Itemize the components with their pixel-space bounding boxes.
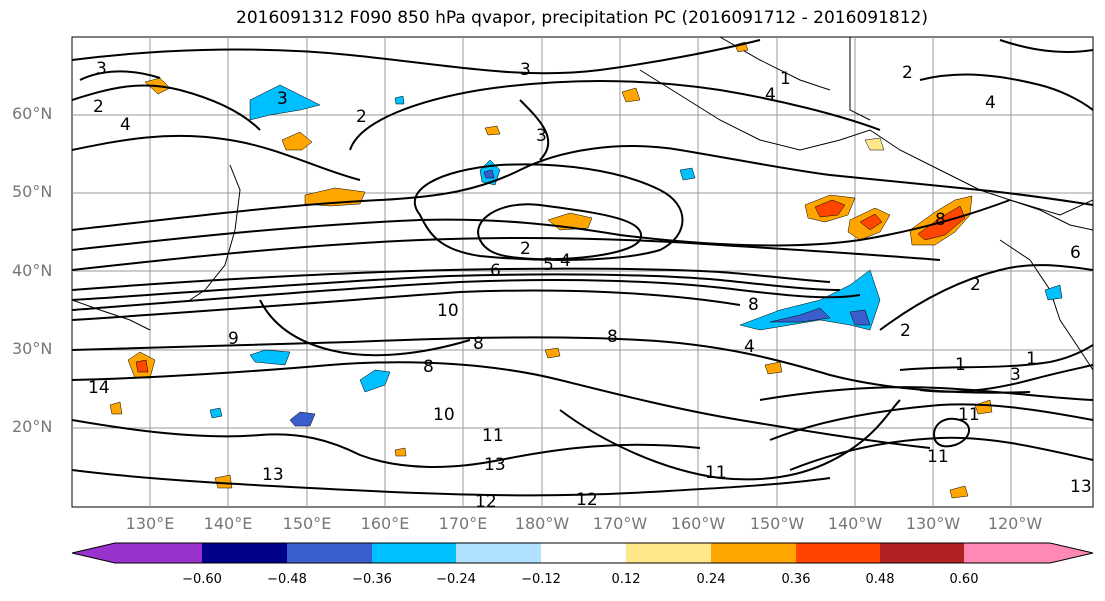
colorbar-segment bbox=[541, 543, 626, 563]
contour-label: 10 bbox=[433, 405, 455, 425]
colorbar-segment bbox=[880, 543, 964, 563]
contour-label: 14 bbox=[88, 378, 110, 398]
contour-label: 12 bbox=[475, 492, 497, 512]
contour-label: 11 bbox=[482, 426, 504, 446]
contour-labels: 3 2 4 3 2 3 3 1 4 2 4 2 6 5 4 10 8 8 8 9… bbox=[88, 59, 1092, 512]
contour-label: 8 bbox=[423, 357, 434, 377]
negative-anomaly-areas bbox=[209, 84, 1063, 427]
contour-label: 4 bbox=[765, 85, 776, 105]
colorbar-segment bbox=[796, 543, 880, 563]
colorbar-tick-label: −0.24 bbox=[436, 572, 476, 587]
contour-label: 6 bbox=[1070, 243, 1081, 263]
colorbar-segment bbox=[202, 543, 287, 563]
lon-label: 130°E bbox=[125, 514, 175, 533]
contour-label: 3 bbox=[536, 126, 547, 146]
colorbar-segment bbox=[372, 543, 456, 563]
positive-anomaly-areas bbox=[109, 41, 993, 499]
colorbar-max-extend bbox=[964, 543, 1093, 563]
colorbar-tick-label: −0.36 bbox=[352, 572, 392, 587]
colorbar-segment bbox=[626, 543, 711, 563]
contour-label: 4 bbox=[560, 251, 571, 271]
contour-label: 8 bbox=[935, 210, 946, 230]
contour-label: 5 bbox=[543, 255, 554, 275]
colorbar bbox=[71, 542, 1094, 564]
lat-label: 50°N bbox=[12, 182, 53, 201]
contour-label: 13 bbox=[484, 455, 506, 475]
map-title: 2016091312 F090 850 hPa qvapor, precipit… bbox=[236, 8, 928, 28]
contour-label: 8 bbox=[748, 295, 759, 315]
colorbar-min-extend bbox=[72, 543, 202, 563]
contour-label: 13 bbox=[262, 465, 284, 485]
contour-label: 2 bbox=[900, 321, 911, 341]
lon-label: 170°E bbox=[438, 514, 488, 533]
contour-label: 6 bbox=[490, 261, 501, 281]
contour-label: 8 bbox=[473, 334, 484, 354]
contour-label: 1 bbox=[780, 69, 791, 89]
contour-label: 11 bbox=[705, 463, 727, 483]
contour-label: 8 bbox=[607, 327, 618, 347]
contour-label: 11 bbox=[927, 447, 949, 467]
contour-label: 1 bbox=[955, 355, 966, 375]
graticule bbox=[72, 37, 1093, 507]
contour-label: 13 bbox=[1070, 477, 1092, 497]
lon-label: 160°W bbox=[670, 514, 726, 533]
lat-label: 20°N bbox=[12, 417, 53, 436]
contour-label: 2 bbox=[902, 63, 913, 83]
colorbar-segment bbox=[456, 543, 541, 563]
lat-label: 40°N bbox=[12, 261, 53, 280]
contour-label: 4 bbox=[120, 115, 131, 135]
contour-label: 11 bbox=[958, 405, 980, 425]
contour-label: 2 bbox=[93, 97, 104, 117]
colorbar-tick-label: 0.36 bbox=[781, 572, 811, 587]
contour-label: 3 bbox=[1010, 365, 1021, 385]
colorbar-tick-label: −0.12 bbox=[521, 572, 561, 587]
contour-label: 3 bbox=[277, 89, 288, 109]
lat-label: 60°N bbox=[12, 104, 53, 123]
contour-label: 2 bbox=[356, 107, 367, 127]
colorbar-outline bbox=[71, 542, 1094, 564]
contour-label: 2 bbox=[970, 275, 981, 295]
colorbar-tick-label: 0.48 bbox=[865, 572, 895, 587]
lon-label: 130°W bbox=[905, 514, 961, 533]
colorbar-tick-label: 0.12 bbox=[611, 572, 641, 587]
contour-label: 2 bbox=[520, 239, 531, 259]
lon-label: 140°E bbox=[203, 514, 253, 533]
lon-label: 140°W bbox=[827, 514, 883, 533]
contour-label: 4 bbox=[985, 93, 996, 113]
lon-label: 170°W bbox=[592, 514, 648, 533]
colorbar-tick-label: −0.60 bbox=[182, 572, 222, 587]
contour-label: 1 bbox=[1026, 349, 1037, 369]
contour-label: 10 bbox=[437, 301, 459, 321]
lon-label: 120°W bbox=[987, 514, 1043, 533]
qvapor-contours bbox=[72, 39, 1093, 497]
lon-label: 150°W bbox=[749, 514, 805, 533]
colorbar-segment bbox=[711, 543, 796, 563]
contour-label: 4 bbox=[744, 337, 755, 357]
contour-label: 9 bbox=[228, 329, 239, 349]
lon-label: 160°E bbox=[360, 514, 410, 533]
lat-label: 30°N bbox=[12, 339, 53, 358]
colorbar-segment bbox=[287, 543, 372, 563]
lon-label: 180°W bbox=[514, 514, 570, 533]
colorbar-tick-label: −0.48 bbox=[267, 572, 307, 587]
colorbar-tick-label: 0.24 bbox=[696, 572, 726, 587]
contour-label: 3 bbox=[520, 60, 531, 80]
contour-label: 3 bbox=[96, 59, 107, 79]
colorbar-tick-label: 0.60 bbox=[949, 572, 979, 587]
contour-label: 12 bbox=[576, 490, 598, 510]
lon-label: 150°E bbox=[282, 514, 332, 533]
